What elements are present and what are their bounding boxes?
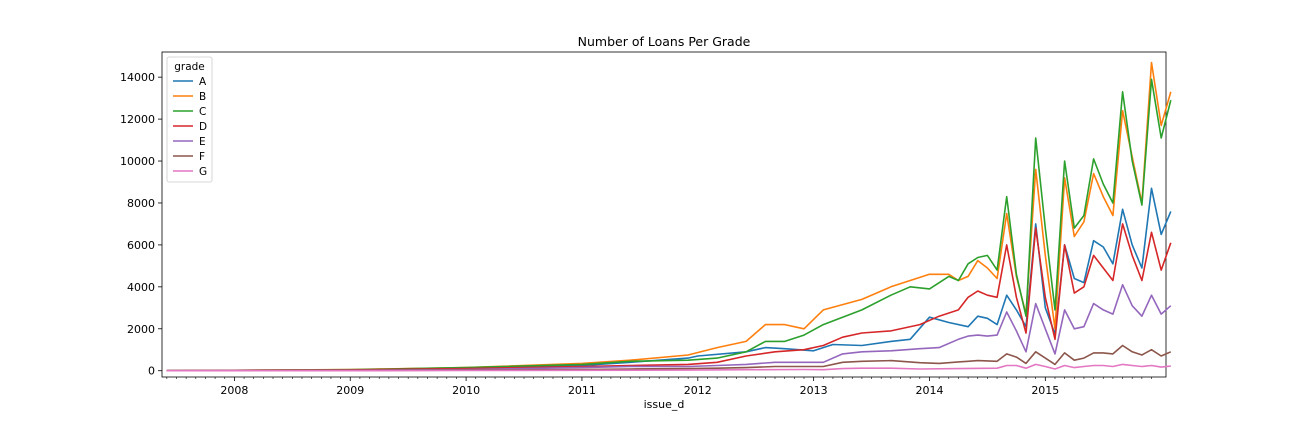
x-tick-label: 2014 xyxy=(915,384,943,397)
series-line-c xyxy=(166,78,1172,372)
x-axis: 2008 2009 2010 2011 2012 2013 2014 2015 xyxy=(166,377,1152,397)
chart-title: Number of Loans Per Grade xyxy=(578,34,751,49)
y-tick-label: 0 xyxy=(148,365,155,378)
legend-title: grade xyxy=(174,61,205,73)
legend-box xyxy=(166,56,213,183)
legend-label-e: E xyxy=(199,136,206,148)
y-tick-label: 14000 xyxy=(120,71,155,84)
series-line-g xyxy=(166,363,1171,372)
plot-area-border xyxy=(161,51,1167,378)
x-tick-label: 2015 xyxy=(1031,384,1059,397)
series-line-e xyxy=(166,283,1172,372)
plot-frame xyxy=(161,51,1167,378)
x-tick-label: 2011 xyxy=(568,384,596,397)
y-axis: 0 2000 4000 6000 8000 10000 12000 14000 xyxy=(120,71,162,378)
y-tick-label: 10000 xyxy=(120,155,155,168)
y-tick-label: 12000 xyxy=(120,113,155,126)
y-tick-label: 2000 xyxy=(127,323,155,336)
series-layer xyxy=(166,61,1172,372)
x-tick-label: 2010 xyxy=(452,384,480,397)
x-tick-label: 2009 xyxy=(336,384,364,397)
y-tick-label: 6000 xyxy=(127,239,155,252)
x-axis-title: issue_d xyxy=(644,398,685,411)
legend-label-d: D xyxy=(199,121,207,133)
y-tick-label: 8000 xyxy=(127,197,155,210)
x-tick-label: 2013 xyxy=(800,384,828,397)
series-line-b xyxy=(166,61,1172,372)
series-line-d xyxy=(166,223,1172,372)
legend-label-f: F xyxy=(199,151,205,163)
legend-label-b: B xyxy=(199,91,206,103)
series-line-a xyxy=(166,187,1172,372)
y-tick-label: 4000 xyxy=(127,281,155,294)
x-tick-label: 2012 xyxy=(684,384,712,397)
series-line-f xyxy=(166,344,1172,372)
legend-label-a: A xyxy=(199,76,207,88)
x-tick-label: 2008 xyxy=(220,384,248,397)
legend-label-g: G xyxy=(199,166,207,178)
legend-label-c: C xyxy=(199,106,206,118)
